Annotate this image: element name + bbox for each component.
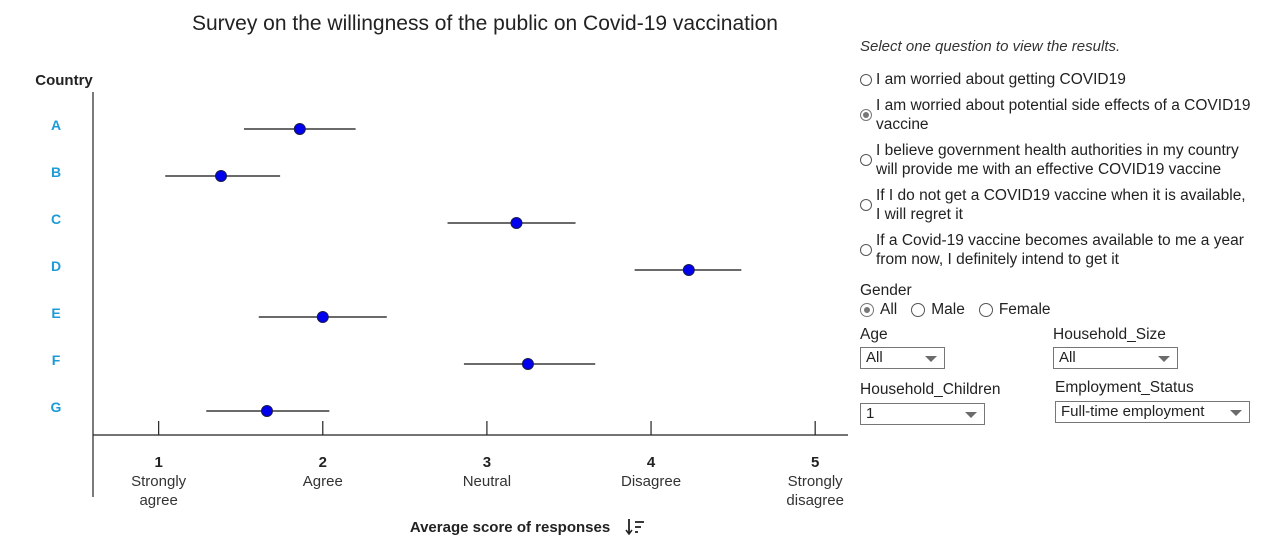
question-label: I believe government health authorities … xyxy=(876,141,1239,179)
question-option[interactable]: I am worried about getting COVID19 xyxy=(860,70,1272,89)
x-tick-number: 4 xyxy=(647,454,656,471)
question-label: I am worried about potential side effect… xyxy=(876,96,1251,134)
question-prompt: Select one question to view the results. xyxy=(860,38,1121,55)
question-label-line: If a Covid-19 vaccine becomes available … xyxy=(876,232,1244,249)
household-children-label: Household_Children xyxy=(860,381,1001,398)
x-tick-number: 3 xyxy=(483,454,491,471)
sort-descending-icon[interactable] xyxy=(625,519,644,536)
category-label: F xyxy=(52,352,61,368)
category-labels: A B C D E F G xyxy=(51,117,62,415)
gender-option-label: Male xyxy=(931,301,965,318)
category-label: G xyxy=(51,399,62,415)
age-select[interactable]: All xyxy=(860,347,945,369)
question-option[interactable]: I believe government health authorities … xyxy=(860,141,1272,179)
question-label: If a Covid-19 vaccine becomes available … xyxy=(876,231,1244,269)
gender-radio-group: All Male Female xyxy=(860,301,1065,319)
x-tick-label: agree xyxy=(139,492,177,509)
gender-radio[interactable] xyxy=(860,303,874,317)
question-label-line: If I do not get a COVID19 vaccine when i… xyxy=(876,187,1246,204)
gender-label: Gender xyxy=(860,282,912,299)
data-point[interactable] xyxy=(521,358,534,370)
household-children-select-value: 1 xyxy=(866,405,875,422)
x-tick-label: disagree xyxy=(786,492,844,509)
x-tick-number: 1 xyxy=(154,454,162,471)
gender-option-female[interactable]: Female xyxy=(978,301,1051,319)
chart-title: Survey on the willingness of the public … xyxy=(192,12,778,35)
chart: Survey on the willingness of the public … xyxy=(35,12,848,536)
x-tick-label: Strongly xyxy=(788,473,844,490)
question-option[interactable]: I am worried about potential side effect… xyxy=(860,96,1272,134)
x-axis-title: Average score of responses xyxy=(410,519,610,536)
question-option[interactable]: If I do not get a COVID19 vaccine when i… xyxy=(860,186,1272,224)
x-tick-label: Strongly xyxy=(131,473,187,490)
gender-option-male[interactable]: Male xyxy=(911,301,965,319)
category-label: A xyxy=(51,117,61,133)
question-label-line: I believe government health authorities … xyxy=(876,142,1239,159)
gender-radio[interactable] xyxy=(911,303,926,317)
household-size-select[interactable]: All xyxy=(1053,347,1178,369)
data-point[interactable] xyxy=(293,123,306,135)
chevron-down-icon xyxy=(965,412,977,418)
question-radio[interactable] xyxy=(860,244,872,256)
employment-status-select[interactable]: Full-time employment xyxy=(1055,401,1250,423)
question-radio[interactable] xyxy=(860,199,872,211)
data-point[interactable] xyxy=(260,405,273,417)
question-label-line: will provide me with an effective COVID1… xyxy=(876,161,1222,178)
employment-status-label: Employment_Status xyxy=(1055,379,1194,396)
question-label-line: I am worried about getting COVID19 xyxy=(876,71,1126,88)
employment-status-select-value: Full-time employment xyxy=(1061,403,1205,420)
household-size-select-value: All xyxy=(1059,349,1076,366)
category-label: D xyxy=(51,258,61,274)
y-axis-title: Country xyxy=(35,72,93,89)
chevron-down-icon xyxy=(1230,410,1242,416)
data-point[interactable] xyxy=(682,264,695,276)
question-label-line: I will regret it xyxy=(876,206,963,223)
data-point[interactable] xyxy=(215,170,228,182)
chevron-down-icon xyxy=(1158,356,1170,362)
data-marks xyxy=(165,123,742,417)
question-label-line: from now, I definitely intend to get it xyxy=(876,251,1119,268)
category-label: B xyxy=(51,164,61,180)
question-radio[interactable] xyxy=(860,73,872,86)
x-tick-label: Neutral xyxy=(463,473,511,490)
chevron-down-icon xyxy=(925,356,937,362)
category-label: C xyxy=(51,211,61,227)
x-tick-label: Disagree xyxy=(621,473,681,490)
gender-option-label: Female xyxy=(998,301,1051,318)
question-label: I am worried about getting COVID19 xyxy=(876,70,1126,89)
question-label: If I do not get a COVID19 vaccine when i… xyxy=(876,186,1246,224)
data-point[interactable] xyxy=(510,217,523,229)
household-size-label: Household_Size xyxy=(1053,326,1166,343)
x-tick-number: 5 xyxy=(811,454,819,471)
age-select-value: All xyxy=(866,349,883,366)
age-label: Age xyxy=(860,326,888,343)
x-axis-ticks: 1 Strongly agree 2 Agree 3 Neutral 4 Disagree 5 St… xyxy=(131,421,844,509)
gender-radio[interactable] xyxy=(978,303,993,317)
question-radio[interactable] xyxy=(860,109,872,121)
x-tick-label: Agree xyxy=(303,473,343,490)
gender-option-label: All xyxy=(880,301,898,318)
x-tick-number: 2 xyxy=(319,454,327,471)
gender-option-all[interactable]: All xyxy=(860,301,897,319)
category-label: E xyxy=(51,305,60,321)
question-label-line: I am worried about potential side effect… xyxy=(876,97,1251,114)
question-label-line: vaccine xyxy=(876,116,929,133)
household-children-select[interactable]: 1 xyxy=(860,403,985,425)
data-point[interactable] xyxy=(316,311,329,323)
question-option[interactable]: If a Covid-19 vaccine becomes available … xyxy=(860,231,1272,269)
question-radio[interactable] xyxy=(860,154,872,166)
